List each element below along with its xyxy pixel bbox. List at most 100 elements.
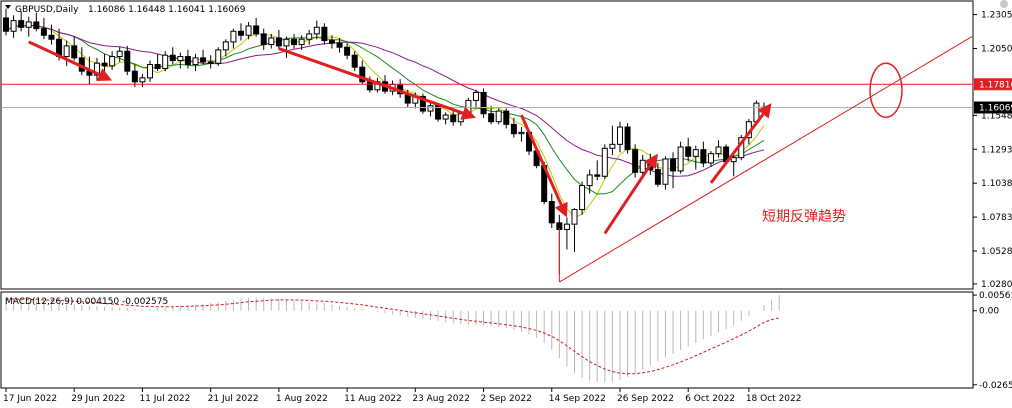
y-tick-label: 1.05280 (981, 247, 1012, 257)
bear-candle (510, 123, 517, 135)
bear-candle (351, 54, 358, 68)
uptrend-arrow-head (757, 103, 772, 119)
bear-candle (450, 114, 457, 123)
bear-candle (131, 70, 138, 83)
bear-candle (700, 149, 707, 164)
bear-candle (328, 40, 335, 44)
symbol-label: GBPUSD,Daily (15, 5, 79, 15)
bull-candle (109, 56, 116, 67)
x-tick-label: 2 Sep 2022 (481, 394, 532, 404)
bear-candle (321, 26, 328, 42)
x-tick-label: 21 Jul 2022 (208, 394, 259, 404)
bull-candle (442, 114, 449, 120)
price-axis: 1.23055 1.20505 1.15480 1.12930 1.10380 1.078… (973, 11, 1012, 290)
bear-candle (33, 21, 40, 30)
bull-candle (563, 223, 570, 230)
bull-candle (571, 209, 578, 225)
time-axis: 17 Jun 2022 29 Jun 2022 11 Jul 2022 21 Jul … (3, 388, 801, 404)
bear-candle (154, 64, 161, 70)
bear-candle (169, 54, 176, 62)
bear-candle (419, 95, 426, 112)
dropdown-triangle-icon[interactable] (5, 5, 11, 9)
x-tick-label: 29 Jun 2022 (71, 394, 125, 404)
bull-candle (215, 49, 222, 64)
bull-candle (147, 64, 154, 79)
bear-candle (336, 42, 343, 48)
bull-candle (609, 143, 616, 149)
rising-trendline (559, 36, 973, 283)
bear-candle (184, 56, 191, 66)
bull-candle (518, 131, 525, 135)
bull-candle (162, 54, 169, 70)
bull-candle (306, 33, 313, 40)
candlestick-series (3, 8, 767, 275)
y-tick-label: 1.15480 (981, 111, 1012, 121)
bull-candle (579, 185, 586, 211)
current-price-tag (974, 101, 1012, 114)
bear-candle (3, 17, 9, 32)
macd-signal-line (6, 298, 780, 375)
x-tick-label: 1 Aug 2022 (276, 394, 328, 404)
bull-candle (116, 50, 123, 58)
bull-candle (222, 41, 229, 51)
current-price-label: 1.16069 (979, 104, 1012, 114)
bear-candle (654, 169, 661, 185)
bear-candle (480, 91, 487, 115)
bull-candle (601, 147, 608, 177)
x-tick-label: 11 Jul 2022 (139, 394, 190, 404)
trend-annotation: 短期反弹趋势 (762, 209, 846, 225)
bear-candle (40, 28, 47, 36)
uptrend-arrow (709, 113, 765, 184)
bull-candle (10, 20, 17, 32)
bull-candle (93, 62, 100, 76)
target-circle (869, 62, 903, 119)
y-tick-label: 1.02805 (981, 280, 1012, 290)
ohlc-readout: 1.16086 1.16448 1.16041 1.16069 (88, 5, 246, 15)
macd-tick-label: 0.00 (979, 307, 999, 317)
bull-candle (230, 30, 237, 43)
bull-candle (677, 146, 684, 172)
analysis-drawings: 1.17816 1.16069 (1, 36, 1012, 283)
bear-candle (275, 37, 282, 47)
bull-candle (63, 45, 70, 58)
y-tick-label: 1.07830 (981, 213, 1012, 223)
macd-tick-label: 0.00561 (979, 291, 1012, 301)
uptrend-arrow (603, 164, 652, 235)
resistance-price-label: 1.17816 (979, 80, 1012, 90)
bear-candle (237, 30, 244, 36)
bear-candle (503, 110, 510, 125)
bull-candle (192, 57, 199, 66)
bull-candle (715, 146, 722, 155)
bull-candle (586, 174, 593, 187)
bull-candle (730, 157, 737, 163)
bear-candle (594, 174, 601, 177)
downtrend-arrow (28, 40, 101, 76)
bull-candle (472, 91, 479, 101)
bear-candle (632, 149, 639, 173)
bull-candle (707, 153, 714, 164)
x-tick-label: 14 Sep 2022 (549, 394, 606, 404)
y-tick-label: 1.10380 (981, 179, 1012, 189)
x-tick-label: 6 Oct 2022 (685, 394, 735, 404)
bear-candle (344, 46, 351, 56)
x-tick-label: 23 Aug 2022 (412, 394, 470, 404)
bull-candle (662, 158, 669, 185)
downtrend-arrow (520, 114, 563, 206)
bull-candle (268, 37, 275, 46)
bull-candle (139, 77, 146, 83)
bull-candle (245, 25, 252, 36)
bear-candle (101, 62, 108, 67)
x-tick-label: 26 Sep 2022 (617, 394, 674, 404)
bull-candle (427, 105, 434, 112)
bear-candle (260, 33, 267, 46)
x-tick-label: 11 Aug 2022 (344, 394, 402, 404)
bull-candle (495, 110, 502, 123)
bear-candle (71, 45, 78, 59)
resistance-price-tag (974, 78, 1012, 91)
downtrend-arrow-head (96, 68, 113, 81)
settings-gear-icon[interactable] (1000, 0, 1008, 8)
bear-candle (366, 81, 373, 91)
main-chart-frame (0, 0, 974, 290)
bull-candle (692, 149, 699, 157)
